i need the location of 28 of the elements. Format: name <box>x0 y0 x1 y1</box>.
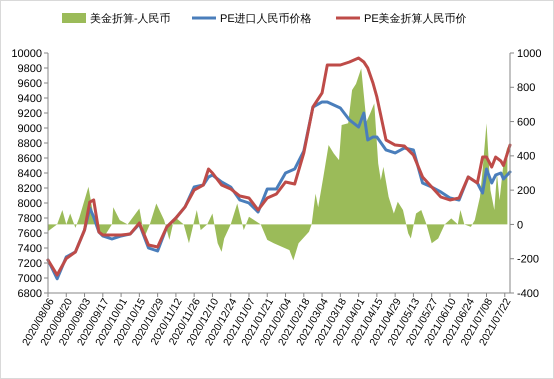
y-tick-label: 8800 <box>18 138 42 150</box>
y-tick-label: 7600 <box>18 228 42 240</box>
y-tick-label: 8400 <box>18 168 42 180</box>
y2-tick-label: 600 <box>517 116 536 128</box>
y2-tick-label: -400 <box>517 288 540 300</box>
y-tick-label: 7200 <box>18 258 42 270</box>
y-tick-label: 8000 <box>18 198 42 210</box>
y-tick-label: 9400 <box>18 92 42 105</box>
y-tick-label: 7000 <box>18 272 42 285</box>
legend-label: PE美金折算人民币价 <box>364 12 467 25</box>
y-tick-label: 7400 <box>18 242 42 255</box>
y-tick-label: 9600 <box>18 78 42 90</box>
y-tick-label: 10000 <box>11 48 42 60</box>
legend-label: PE进口人民币价格 <box>220 12 312 25</box>
y-tick-label: 9000 <box>18 122 42 135</box>
y-tick-label: 8600 <box>18 152 42 165</box>
y2-tick-label: 400 <box>517 150 536 163</box>
y2-tick-label: 0 <box>517 219 524 232</box>
y2-tick-label: 800 <box>517 82 536 94</box>
y-tick-label: 7800 <box>18 212 42 225</box>
y2-tick-label: 1000 <box>517 48 542 60</box>
y-tick-label: 8200 <box>18 182 42 195</box>
legend-label: 美金折算-人民币 <box>90 12 171 25</box>
y-tick-label: 9200 <box>18 108 42 120</box>
y-tick-label: 9800 <box>18 62 42 75</box>
y-tick-label: 6800 <box>18 288 42 300</box>
y2-tick-label: 200 <box>517 184 536 197</box>
y2-tick-label: -200 <box>517 254 540 266</box>
